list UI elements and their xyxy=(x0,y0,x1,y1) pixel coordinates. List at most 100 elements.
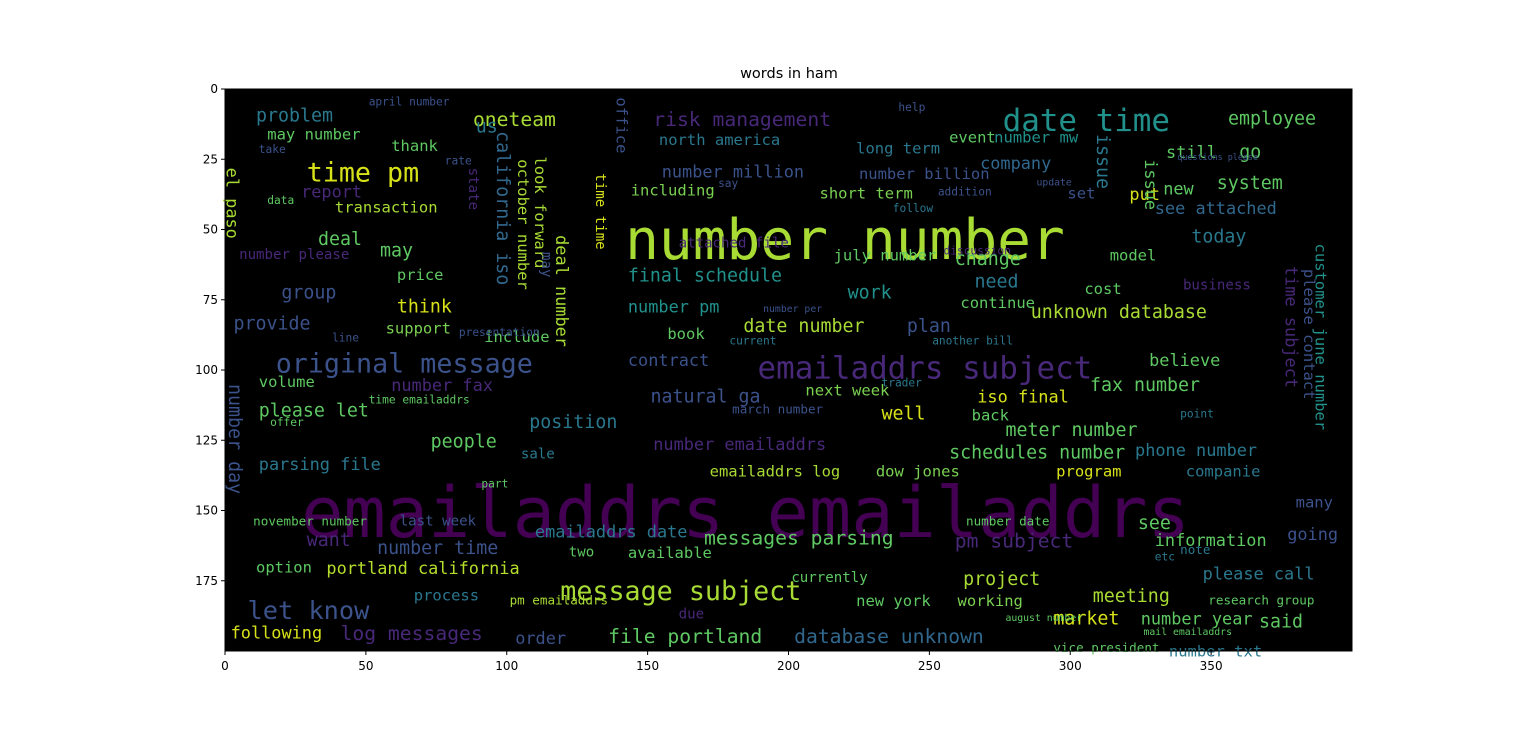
word-29: company xyxy=(980,153,1051,173)
word-24: number million xyxy=(662,162,804,182)
word-43: volume xyxy=(259,373,315,391)
wordcloud-background xyxy=(225,89,1352,651)
word-141: number date xyxy=(966,514,1049,529)
word-100: still xyxy=(1166,142,1217,162)
word-131: data xyxy=(267,194,294,207)
word-48: following xyxy=(231,623,323,643)
word-149: take xyxy=(259,143,286,156)
word-82: going xyxy=(1287,524,1338,544)
word-134: number per xyxy=(763,304,822,315)
word-36: deal xyxy=(318,229,362,250)
word-109: october number xyxy=(514,159,532,290)
word-15: emailaddrs date xyxy=(535,521,688,541)
word-41: support xyxy=(386,319,451,337)
x-tick-label-6: 300 xyxy=(1059,659,1082,673)
plot-area: emailaddrs emailaddrs number number emaila… xyxy=(222,88,1353,661)
word-3: date time xyxy=(1003,103,1170,139)
word-13: database unknown xyxy=(794,625,984,648)
word-101: go xyxy=(1239,142,1261,163)
word-59: model xyxy=(1110,246,1157,264)
word-108: california iso xyxy=(492,131,513,285)
word-122: number please xyxy=(239,247,349,263)
x-tick-label-4: 200 xyxy=(777,659,800,673)
word-9: messages parsing xyxy=(704,527,894,550)
word-118: customer june number xyxy=(1311,244,1329,431)
word-67: iso final xyxy=(977,386,1069,406)
x-axis: 0 50 100 150 200 250 300 350 xyxy=(221,651,1223,673)
word-105: us xyxy=(476,117,498,138)
x-tick-label-2: 100 xyxy=(495,659,518,673)
word-75: emailaddrs log xyxy=(710,463,841,481)
word-142: mail emailaddrs xyxy=(1144,627,1232,638)
word-5: message subject xyxy=(560,576,801,607)
word-4: original message xyxy=(276,348,533,379)
word-130: presentation xyxy=(459,326,540,339)
word-21: please let xyxy=(259,401,369,422)
word-127: march number xyxy=(732,401,823,416)
word-115: issue xyxy=(1141,159,1161,210)
y-tick-label-2: 50 xyxy=(203,223,218,237)
x-tick-label-0: 0 xyxy=(221,659,229,673)
word-54: work xyxy=(848,282,892,303)
word-73: phone number xyxy=(1135,440,1257,460)
word-144: trader xyxy=(881,376,922,389)
word-91: number txt xyxy=(1169,643,1262,661)
word-98: set xyxy=(1067,185,1095,203)
word-32: may number xyxy=(267,126,360,144)
word-111: deal number xyxy=(552,235,572,347)
word-102: event xyxy=(949,128,996,146)
word-133: time emailaddrs xyxy=(369,393,470,406)
word-152: discussion xyxy=(943,244,1010,257)
word-39: think xyxy=(397,297,452,318)
word-135: another bill xyxy=(932,334,1013,347)
word-61: continue xyxy=(960,294,1035,312)
word-106: april number xyxy=(369,95,450,108)
word-60: cost xyxy=(1084,280,1121,298)
word-97: new xyxy=(1163,179,1194,199)
chart-title: words in ham xyxy=(740,66,838,82)
word-37: may xyxy=(380,240,413,261)
word-19: natural ga xyxy=(650,386,760,407)
word-55: july number xyxy=(834,246,937,264)
word-146: follow xyxy=(893,202,934,215)
word-96: system xyxy=(1217,173,1283,194)
word-31: problem xyxy=(256,105,333,126)
x-tick-label-7: 350 xyxy=(1200,659,1223,673)
word-68: fax number xyxy=(1090,375,1200,396)
word-66: well xyxy=(881,403,925,424)
word-93: research group xyxy=(1208,592,1314,607)
word-46: option xyxy=(256,558,312,576)
word-89: number year xyxy=(1141,608,1253,628)
word-92: vice president xyxy=(1053,640,1159,655)
word-87: working xyxy=(958,592,1023,610)
word-2: emailaddrs subject xyxy=(758,350,1093,386)
word-64: include xyxy=(484,328,549,346)
word-51: position xyxy=(529,412,617,433)
wordcloud-words: emailaddrs emailaddrs number number emaila… xyxy=(222,95,1338,660)
word-113: office xyxy=(613,97,631,153)
y-tick-label-3: 75 xyxy=(203,293,218,307)
word-76: dow jones xyxy=(876,463,960,481)
word-18: date number xyxy=(743,316,864,337)
word-38: group xyxy=(281,282,336,303)
word-11: log messages xyxy=(341,622,483,645)
word-86: new york xyxy=(856,592,931,610)
word-88: market xyxy=(1053,608,1119,629)
word-71: back xyxy=(972,407,1010,425)
word-0: emailaddrs emailaddrs xyxy=(301,472,1190,554)
word-139: note xyxy=(1180,542,1210,557)
word-47: process xyxy=(414,586,479,604)
word-137: due xyxy=(679,606,704,622)
word-52: contract xyxy=(628,350,709,370)
word-157: addition xyxy=(938,185,992,198)
word-20: unknown database xyxy=(1031,302,1207,323)
y-tick-label-5: 125 xyxy=(195,433,218,447)
word-126: pm emailaddrs xyxy=(510,592,609,607)
word-10: pm subject xyxy=(955,529,1074,552)
word-50: available xyxy=(628,544,712,562)
word-23: number fax xyxy=(391,375,493,395)
y-tick-label-4: 100 xyxy=(195,363,218,377)
word-77: program xyxy=(1056,463,1121,481)
word-57: need xyxy=(974,271,1018,292)
